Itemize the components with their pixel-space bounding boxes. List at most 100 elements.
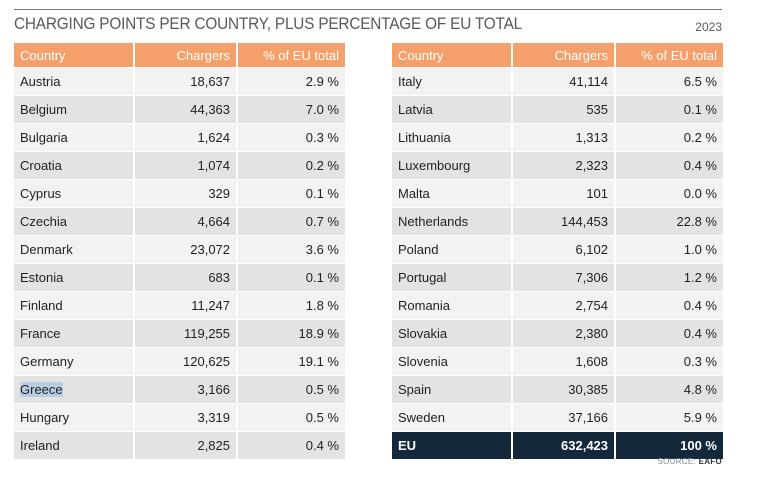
cell-chargers: 6,102: [511, 236, 615, 264]
cell-percent: 22.8 %: [614, 208, 723, 236]
cell-chargers: 18,637: [133, 68, 237, 96]
cell-chargers: 683: [133, 264, 237, 292]
table-row: Poland 6,102 1.0 %: [392, 236, 723, 264]
cell-percent: 4.8 %: [614, 376, 723, 404]
cell-country: Netherlands: [392, 208, 512, 236]
source-prefix: SOURCE:: [657, 457, 697, 466]
table-row: Portugal 7,306 1.2 %: [392, 264, 723, 292]
cell-chargers: 535: [511, 96, 615, 124]
total-chargers: 632,423: [511, 432, 615, 460]
cell-percent: 0.1 %: [236, 180, 345, 208]
cell-percent: 0.3 %: [236, 124, 345, 152]
cell-chargers: 329: [133, 180, 237, 208]
header-chargers: Chargers: [511, 43, 615, 68]
cell-country: Slovakia: [392, 320, 512, 348]
cell-chargers: 30,385: [511, 376, 615, 404]
cell-chargers: 11,247: [133, 292, 237, 320]
cell-percent: 0.2 %: [614, 124, 723, 152]
cell-country: Denmark: [14, 236, 134, 264]
cell-country: Portugal: [392, 264, 512, 292]
table-row: Ireland 2,825 0.4 %: [14, 432, 345, 460]
cell-country: Italy: [392, 68, 512, 96]
table-row: Netherlands 144,453 22.8 %: [392, 208, 723, 236]
cell-chargers: 44,363: [133, 96, 237, 124]
cell-percent: 0.5 %: [236, 404, 345, 432]
cell-chargers: 2,825: [133, 432, 237, 460]
table-row: Malta 101 0.0 %: [392, 180, 723, 208]
table-row: Germany 120,625 19.1 %: [14, 348, 345, 376]
cell-percent: 7.0 %: [236, 96, 345, 124]
text-selection[interactable]: Greece: [20, 382, 63, 397]
cell-country: Luxembourg: [392, 152, 512, 180]
header-country: Country: [392, 43, 512, 68]
cell-percent: 0.4 %: [614, 292, 723, 320]
cell-percent: 2.9 %: [236, 68, 345, 96]
cell-percent: 5.9 %: [614, 404, 723, 432]
cell-country: Slovenia: [392, 348, 512, 376]
cell-chargers: 4,664: [133, 208, 237, 236]
table-row: Sweden 37,166 5.9 %: [392, 404, 723, 432]
cell-chargers: 3,166: [133, 376, 237, 404]
cell-percent: 6.5 %: [614, 68, 723, 96]
cell-chargers: 3,319: [133, 404, 237, 432]
cell-percent: 0.0 %: [614, 180, 723, 208]
total-percent: 100 %: [614, 432, 723, 460]
table-row: Finland 11,247 1.8 %: [14, 292, 345, 320]
cell-percent: 0.5 %: [236, 376, 345, 404]
cell-country: Sweden: [392, 404, 512, 432]
cell-chargers: 2,380: [511, 320, 615, 348]
cell-chargers: 1,608: [511, 348, 615, 376]
header-chargers: Chargers: [133, 43, 237, 68]
cell-percent: 19.1 %: [236, 348, 345, 376]
cell-percent: 18.9 %: [236, 320, 345, 348]
table-row: France 119,255 18.9 %: [14, 320, 345, 348]
cell-country: Spain: [392, 376, 512, 404]
cell-percent: 1.0 %: [614, 236, 723, 264]
cell-chargers: 37,166: [511, 404, 615, 432]
table-row: Cyprus 329 0.1 %: [14, 180, 345, 208]
table-row: Romania 2,754 0.4 %: [392, 292, 723, 320]
cell-country: France: [14, 320, 134, 348]
cell-country: Germany: [14, 348, 134, 376]
cell-percent: 0.4 %: [614, 320, 723, 348]
cell-percent: 0.2 %: [236, 152, 345, 180]
table-row: Hungary 3,319 0.5 %: [14, 404, 345, 432]
cell-country: Hungary: [14, 404, 134, 432]
table-row: Slovenia 1,608 0.3 %: [392, 348, 723, 376]
cell-percent: 0.1 %: [236, 264, 345, 292]
cell-country: Austria: [14, 68, 134, 96]
cell-chargers: 119,255: [133, 320, 237, 348]
cell-chargers: 1,313: [511, 124, 615, 152]
cell-country: Cyprus: [14, 180, 134, 208]
table-row: Slovakia 2,380 0.4 %: [392, 320, 723, 348]
cell-country: Poland: [392, 236, 512, 264]
cell-country: Czechia: [14, 208, 134, 236]
chart-title: CHARGING POINTS PER COUNTRY, PLUS PERCEN…: [14, 15, 523, 33]
cell-country: Estonia: [14, 264, 134, 292]
cell-country: Romania: [392, 292, 512, 320]
table-row: Denmark 23,072 3.6 %: [14, 236, 345, 264]
left-table: Country Chargers % of EU total Austria 18…: [14, 43, 345, 460]
header-percent: % of EU total: [236, 43, 345, 68]
cell-country: Finland: [14, 292, 134, 320]
cell-chargers: 2,323: [511, 152, 615, 180]
cell-country: Ireland: [14, 432, 134, 460]
year-label: 2023: [695, 20, 722, 34]
header-row: Country Chargers % of EU total: [392, 43, 723, 68]
cell-country: Greece: [14, 376, 134, 404]
table-row: Greece 3,166 0.5 %: [14, 376, 345, 404]
cell-percent: 0.3 %: [614, 348, 723, 376]
cell-chargers: 1,624: [133, 124, 237, 152]
cell-percent: 0.1 %: [614, 96, 723, 124]
table-row: Austria 18,637 2.9 %: [14, 68, 345, 96]
table-row: Bulgaria 1,624 0.3 %: [14, 124, 345, 152]
cell-country: Bulgaria: [14, 124, 134, 152]
cell-chargers: 101: [511, 180, 615, 208]
table-row: Belgium 44,363 7.0 %: [14, 96, 345, 124]
cell-chargers: 144,453: [511, 208, 615, 236]
cell-country: Malta: [392, 180, 512, 208]
cell-percent: 3.6 %: [236, 236, 345, 264]
cell-chargers: 1,074: [133, 152, 237, 180]
source-note: SOURCE: EAFO: [657, 457, 722, 466]
top-rule: [14, 9, 722, 10]
